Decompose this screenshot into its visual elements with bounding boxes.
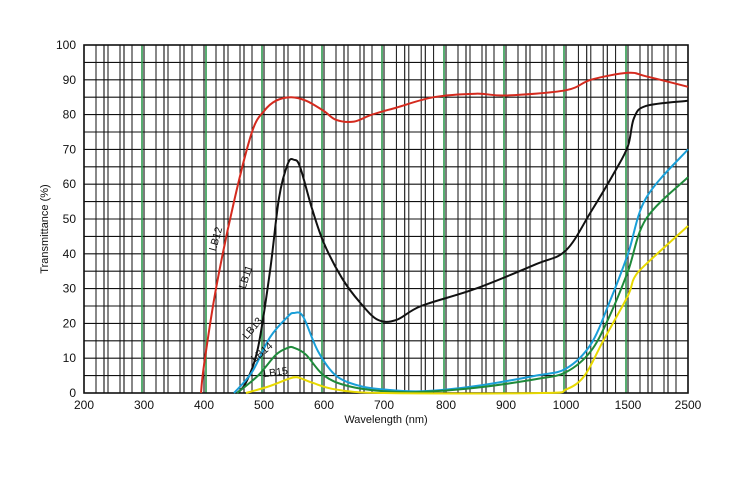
x-tick-label: 700	[374, 398, 394, 412]
y-tick-label: 40	[63, 247, 77, 261]
x-tick-label: 400	[194, 398, 214, 412]
x-tick-label: 800	[436, 398, 456, 412]
series-line-lb12	[200, 71, 689, 394]
series-line-lb14	[236, 176, 689, 394]
x-tick-label: 600	[314, 398, 334, 412]
y-tick-label: 50	[63, 212, 77, 226]
y-tick-label: 0	[69, 386, 76, 400]
x-tick-label: 300	[134, 398, 154, 412]
y-tick-label: 30	[63, 282, 77, 296]
y-axis-title: Transmittance (%)	[39, 184, 51, 273]
x-tick-label: 1000	[553, 398, 580, 412]
y-tick-label: 90	[63, 73, 77, 87]
y-tick-label: 80	[63, 108, 77, 122]
y-tick-label: 100	[56, 38, 76, 52]
tick-labels: 0 10 20 30 40 50 60 70 80 90 100 200 300 400 500 600 700…	[56, 38, 702, 412]
x-axis-title: Wavelength (nm)	[344, 414, 427, 426]
x-tick-label: 900	[496, 398, 516, 412]
x-tick-label: 2500	[675, 398, 702, 412]
series-line-lb15	[245, 225, 689, 395]
x-tick-label: 500	[254, 398, 274, 412]
y-tick-label: 10	[63, 351, 77, 365]
y-tick-label: 60	[63, 177, 77, 191]
series-lines	[200, 71, 689, 395]
series-label-lb15: LB15	[263, 365, 289, 380]
y-tick-label: 70	[63, 142, 77, 156]
x-tick-label: 1500	[615, 398, 642, 412]
series-line-lb11	[236, 99, 689, 394]
series-label-lb12: LB12	[207, 225, 225, 252]
grid	[83, 44, 689, 394]
x-tick-label: 200	[74, 398, 94, 412]
y-tick-label: 20	[63, 316, 77, 330]
series-line-lb13	[233, 148, 689, 394]
